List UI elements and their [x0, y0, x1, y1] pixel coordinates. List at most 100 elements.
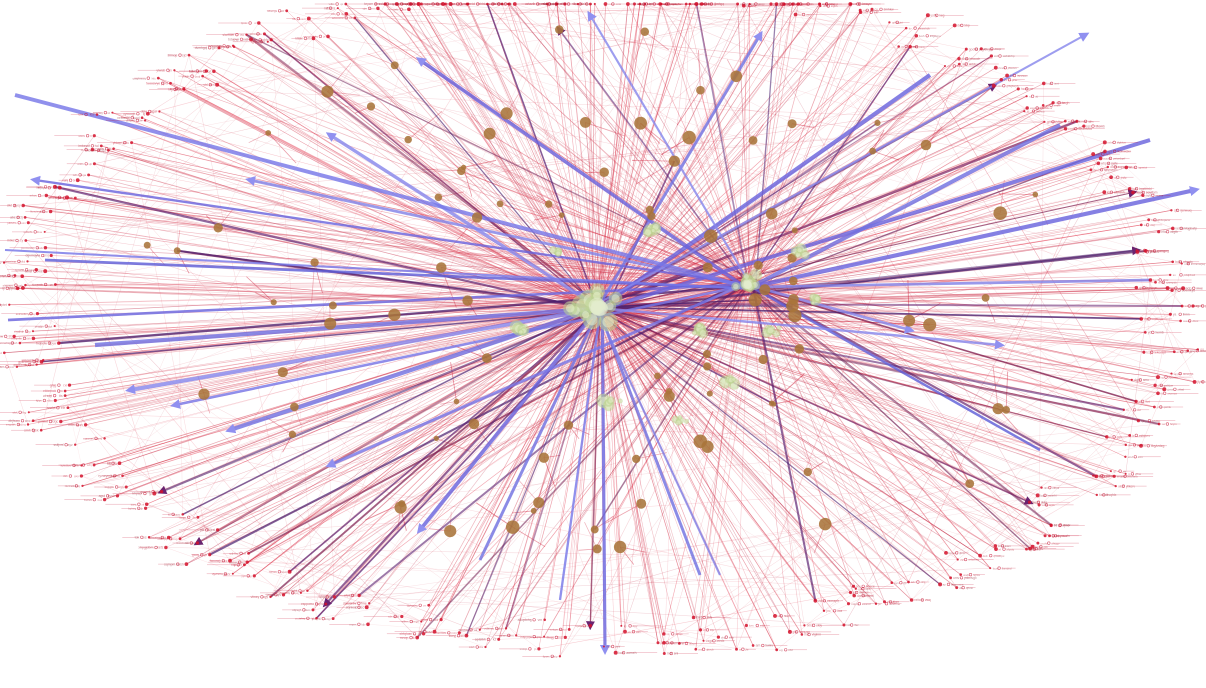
svg-text:ap: ap — [943, 583, 947, 587]
svg-text:agsl: agsl — [150, 110, 157, 114]
svg-text:kff: kff — [984, 47, 987, 51]
svg-text:lv: lv — [1144, 444, 1147, 448]
svg-text:cy: cy — [20, 239, 24, 243]
svg-text:syx: syx — [894, 581, 899, 585]
svg-text:eptet: eptet — [0, 303, 7, 307]
svg-text:rlb: rlb — [307, 37, 311, 41]
svg-text:zv: zv — [1093, 168, 1097, 172]
svg-text:qmmx: qmmx — [1174, 373, 1182, 376]
svg-text:vm: vm — [538, 618, 543, 622]
svg-text:jq: jq — [778, 2, 782, 6]
svg-text:jqs: jqs — [1085, 124, 1091, 128]
svg-text:yn: yn — [1048, 534, 1051, 538]
svg-text:cvhj: cvhj — [87, 463, 92, 467]
svg-text:vjti: vjti — [88, 162, 92, 166]
svg-text:hdkji: hdkji — [20, 260, 26, 264]
svg-text:trt: trt — [9, 335, 12, 339]
svg-text:estn: estn — [996, 84, 1002, 88]
svg-text:ld: ld — [108, 111, 111, 115]
svg-text:rgby: rgby — [1141, 419, 1147, 423]
svg-text:jq: jq — [1108, 435, 1112, 439]
svg-text:ktlv: ktlv — [90, 113, 95, 117]
svg-text:rflsg: rflsg — [21, 411, 27, 415]
svg-text:tg: tg — [624, 624, 627, 628]
svg-text:tnegs: tnegs — [412, 620, 420, 624]
svg-text:wvc: wvc — [25, 419, 31, 423]
svg-text:dtih: dtih — [26, 337, 31, 341]
svg-text:xer: xer — [1162, 422, 1166, 426]
svg-text:uvl: uvl — [349, 16, 353, 20]
svg-text:llupd: llupd — [133, 116, 140, 120]
svg-text:gs: gs — [227, 44, 231, 48]
svg-text:wgg: wgg — [118, 485, 124, 489]
svg-text:rad: rad — [1054, 523, 1058, 527]
svg-text:os: os — [143, 536, 147, 540]
svg-text:efts: efts — [1161, 230, 1167, 234]
svg-text:jh: jh — [1174, 289, 1178, 293]
svg-text:qb: qb — [204, 553, 208, 557]
svg-text:jqa: jqa — [1127, 443, 1132, 447]
svg-text:umv: umv — [953, 576, 960, 580]
svg-text:eg: eg — [779, 648, 783, 652]
svg-text:zdts: zdts — [478, 645, 483, 649]
svg-text:pi: pi — [41, 194, 44, 198]
svg-text:efe: efe — [61, 406, 66, 410]
svg-text:lebo: lebo — [911, 580, 916, 584]
svg-text:kjhfx: kjhfx — [535, 635, 542, 639]
svg-text:sus: sus — [557, 636, 563, 640]
svg-text:uk: uk — [474, 628, 478, 632]
svg-text:kvtgi: kvtgi — [325, 617, 331, 621]
svg-text:kf: kf — [312, 617, 314, 621]
svg-text:sfpf: sfpf — [704, 2, 709, 6]
svg-text:ya: ya — [1173, 313, 1177, 317]
svg-text:vgrk: vgrk — [17, 283, 23, 287]
svg-text:btnt: btnt — [29, 268, 34, 272]
svg-text:rn: rn — [193, 516, 196, 520]
svg-text:gey: gey — [74, 474, 79, 478]
svg-text:ecb: ecb — [243, 38, 248, 42]
svg-text:kefz: kefz — [157, 546, 164, 550]
svg-text:am: am — [756, 644, 761, 648]
svg-text:cgcf: cgcf — [1196, 304, 1202, 308]
svg-text:dolt: dolt — [983, 554, 988, 558]
svg-text:mtpdj: mtpdj — [851, 602, 859, 606]
svg-text:poql: poql — [195, 74, 200, 78]
svg-text:nj: nj — [418, 632, 421, 636]
svg-text:we: we — [68, 196, 72, 200]
svg-text:mc: mc — [508, 2, 513, 6]
svg-text:sv: sv — [1173, 273, 1177, 277]
svg-text:loscn: loscn — [300, 17, 307, 21]
svg-text:zn: zn — [423, 604, 426, 608]
svg-text:tgx: tgx — [1108, 150, 1113, 154]
svg-text:je: je — [322, 35, 326, 39]
svg-text:eu: eu — [240, 33, 244, 37]
svg-text:kjlz: kjlz — [361, 623, 366, 627]
svg-text:vs: vs — [1004, 78, 1008, 82]
svg-text:kz: kz — [493, 638, 497, 642]
svg-text:ekvh: ekvh — [1128, 455, 1134, 459]
svg-text:la: la — [1099, 475, 1102, 479]
svg-text:jnc: jnc — [826, 609, 831, 613]
svg-text:jn: jn — [533, 647, 537, 651]
svg-text:bzn: bzn — [749, 624, 754, 628]
svg-text:ayz: ayz — [68, 443, 73, 447]
svg-text:cx: cx — [948, 64, 952, 68]
svg-text:zdbx: zdbx — [46, 399, 53, 403]
svg-text:lkfl: lkfl — [460, 634, 464, 638]
svg-text:ogy: ogy — [263, 595, 269, 599]
svg-text:eec: eec — [47, 185, 52, 189]
svg-text:dtqsl: dtqsl — [1145, 194, 1151, 198]
svg-text:lx: lx — [73, 178, 76, 182]
svg-text:mvese: mvese — [1155, 195, 1163, 198]
svg-text:clj: clj — [703, 628, 706, 632]
svg-text:tdf: tdf — [281, 9, 285, 13]
svg-text:udr: udr — [434, 618, 440, 622]
svg-text:nq: nq — [1140, 250, 1144, 254]
svg-text:kyj: kyj — [1161, 375, 1165, 379]
svg-text:ibxe: ibxe — [37, 230, 43, 234]
svg-text:vcaz: vcaz — [425, 630, 432, 634]
svg-text:becf: becf — [1153, 278, 1159, 282]
svg-text:nux: nux — [98, 498, 103, 502]
svg-text:yd: yd — [1148, 331, 1152, 335]
svg-text:fme: fme — [361, 602, 367, 606]
